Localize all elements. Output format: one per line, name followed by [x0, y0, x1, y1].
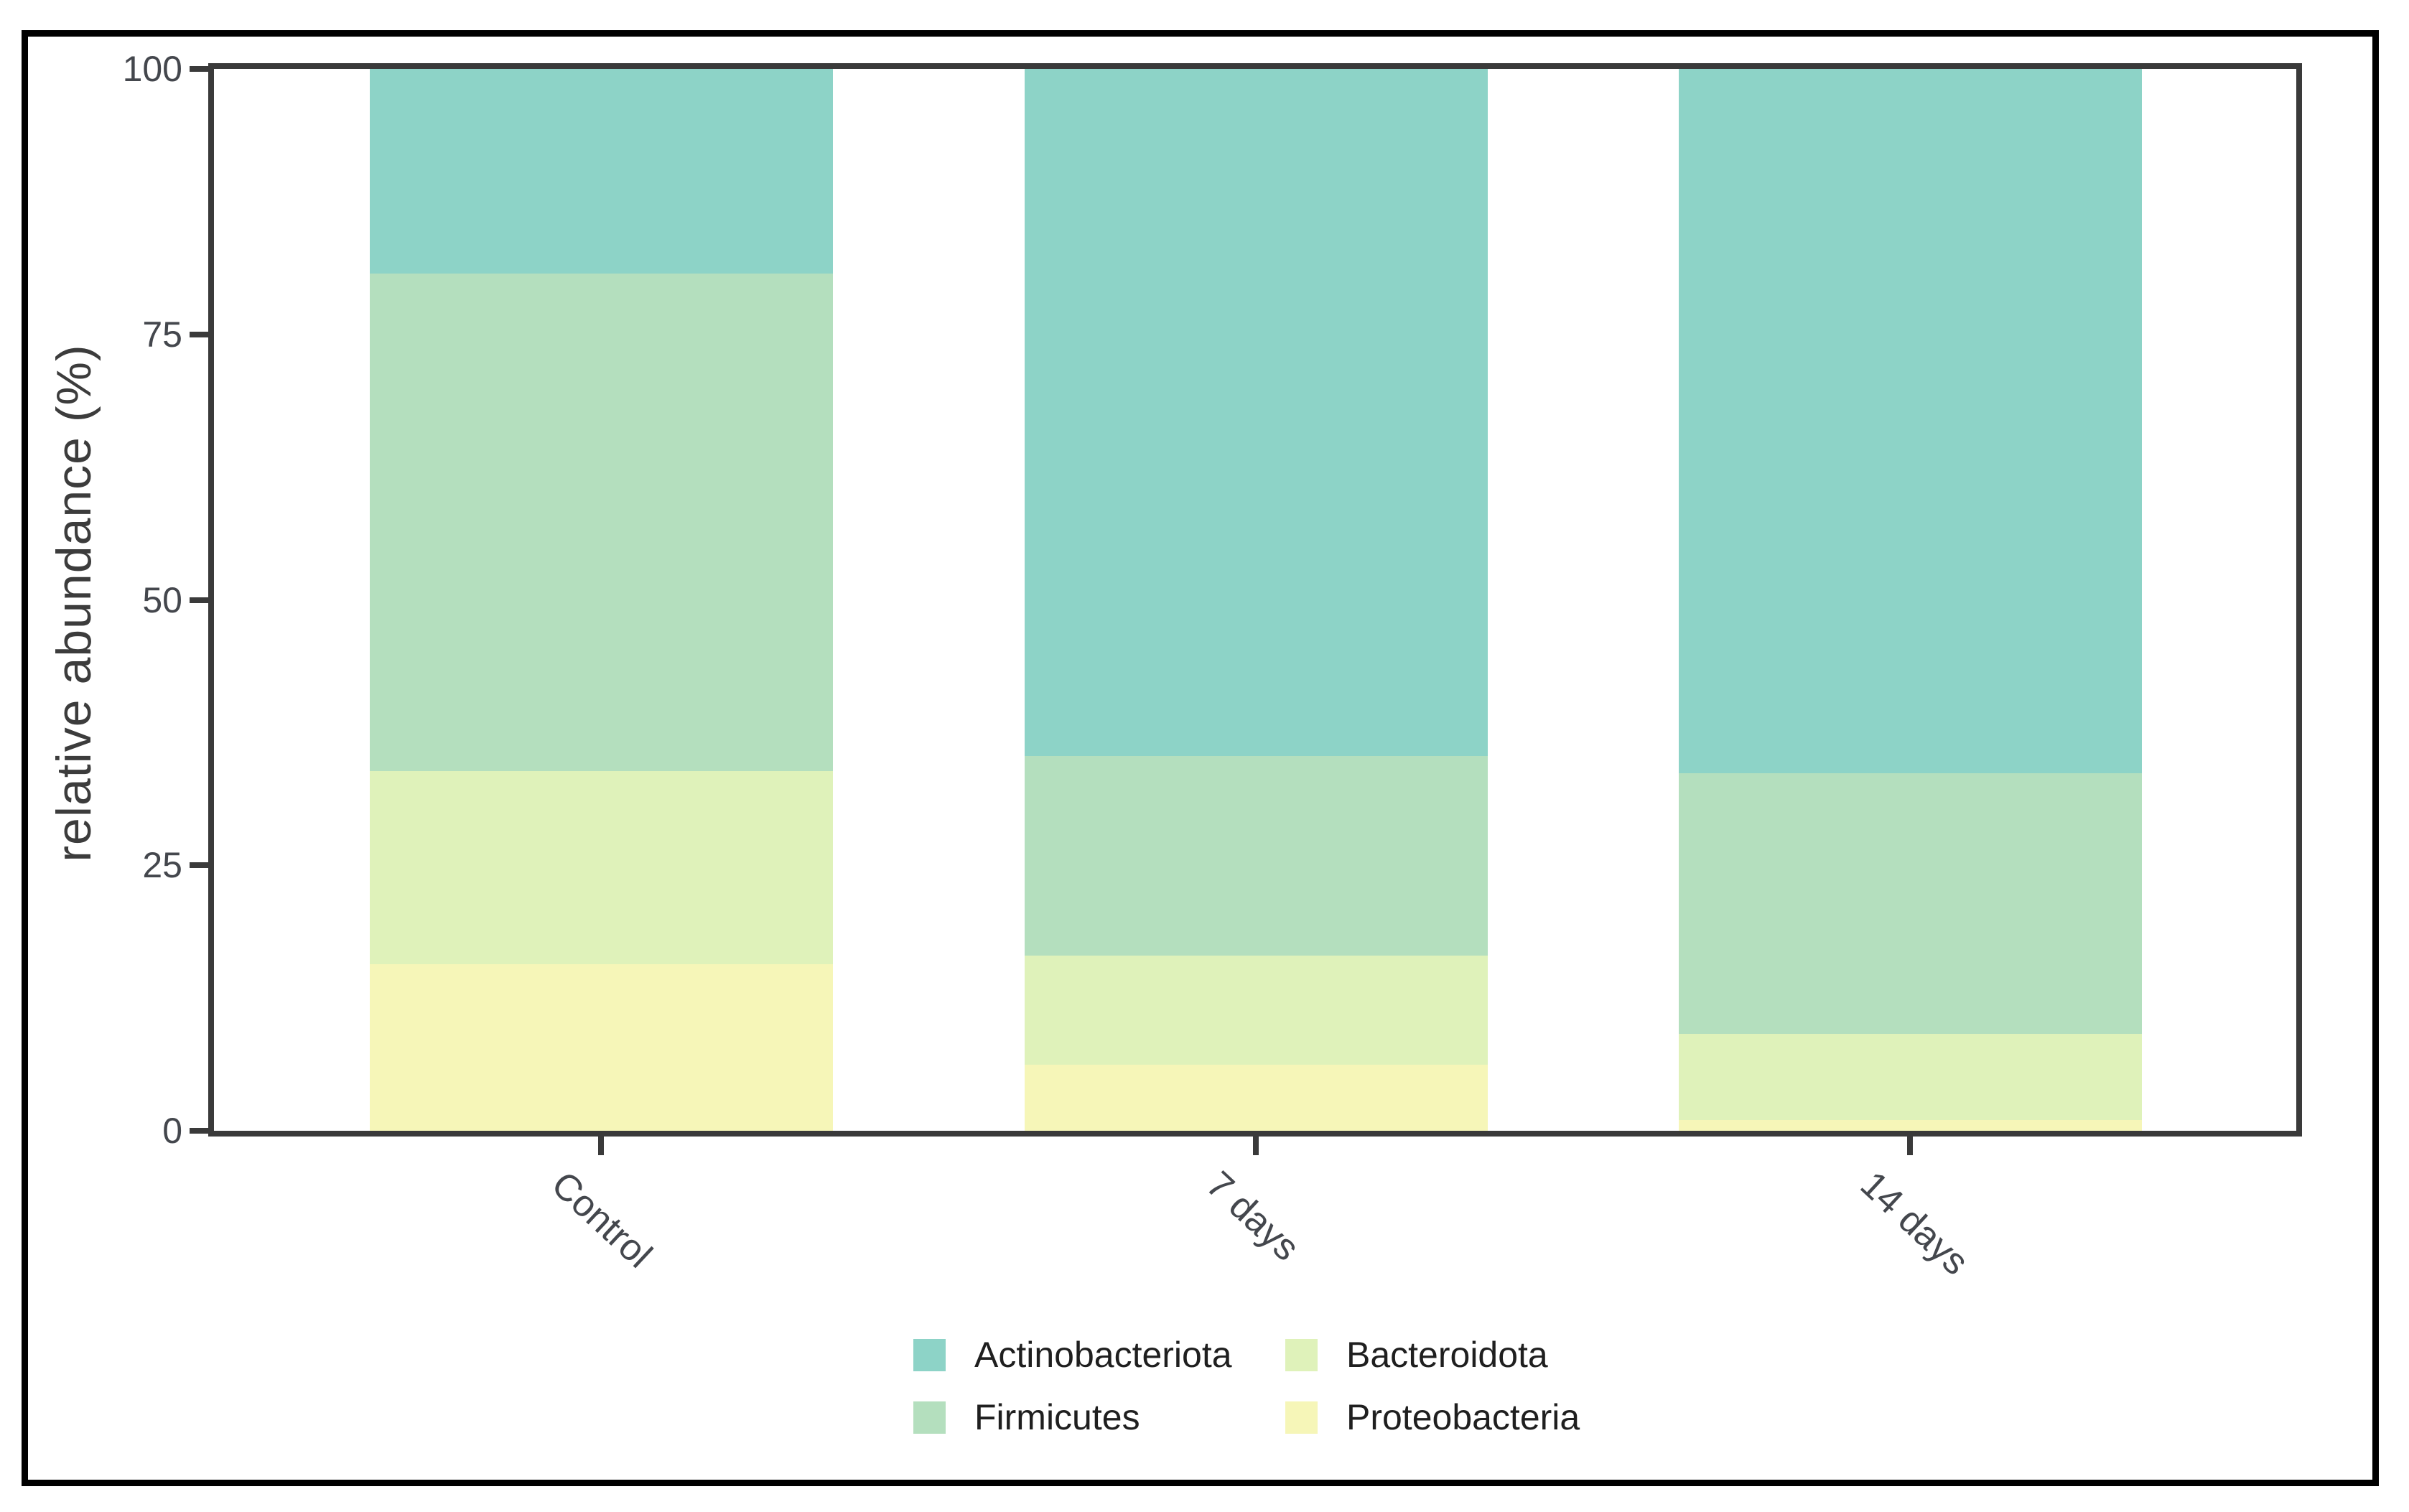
bar-segment-14-days-firmicutes [1678, 773, 2142, 1035]
legend-item-bacteroidota: Bacteroidota [1285, 1335, 1548, 1375]
legend-swatch-actinobacteriota [913, 1338, 946, 1371]
y-axis-tick [190, 66, 208, 72]
y-axis-tick-label: 100 [122, 49, 182, 89]
x-axis-tick [598, 1137, 604, 1155]
bar-segment-control-bacteroidota [369, 770, 833, 964]
y-axis-tick [190, 331, 208, 337]
y-axis-tick [190, 1128, 208, 1134]
legend-item-firmicutes: Firmicutes [913, 1397, 1140, 1437]
figure-border [22, 30, 2379, 1486]
y-axis-tick-label: 0 [162, 1111, 182, 1151]
bar-segment-7-days-proteobacteria [1024, 1065, 1488, 1131]
legend-swatch-bacteroidota [1285, 1338, 1318, 1371]
y-axis-tick-label: 25 [142, 845, 182, 886]
x-axis-tick [1253, 1137, 1259, 1155]
bar-segment-7-days-firmicutes [1024, 755, 1488, 956]
legend-item-proteobacteria: Proteobacteria [1285, 1397, 1580, 1437]
legend-label: Firmicutes [974, 1397, 1140, 1437]
bar-segment-control-firmicutes [369, 274, 833, 771]
bar-segment-control-actinobacteriota [369, 69, 833, 274]
y-axis-tick [190, 862, 208, 869]
bar-segment-14-days-actinobacteriota [1678, 69, 2142, 773]
bar-segment-14-days-proteobacteria [1678, 1120, 2142, 1131]
bar-segment-7-days-bacteroidota [1024, 955, 1488, 1065]
legend-item-actinobacteriota: Actinobacteriota [913, 1335, 1232, 1375]
legend-swatch-firmicutes [913, 1401, 946, 1434]
bar-segment-control-proteobacteria [369, 963, 833, 1131]
y-axis-tick [190, 597, 208, 603]
legend-label: Bacteroidota [1346, 1335, 1548, 1375]
bar-segment-7-days-actinobacteriota [1024, 69, 1488, 756]
x-axis-tick [1907, 1137, 1913, 1155]
bar-segment-14-days-bacteroidota [1678, 1034, 2142, 1121]
y-axis-tick-label: 75 [142, 314, 182, 355]
legend-label: Actinobacteriota [974, 1335, 1232, 1375]
legend-swatch-proteobacteria [1285, 1401, 1318, 1434]
legend-label: Proteobacteria [1346, 1397, 1580, 1437]
y-axis-tick-label: 50 [142, 579, 182, 620]
